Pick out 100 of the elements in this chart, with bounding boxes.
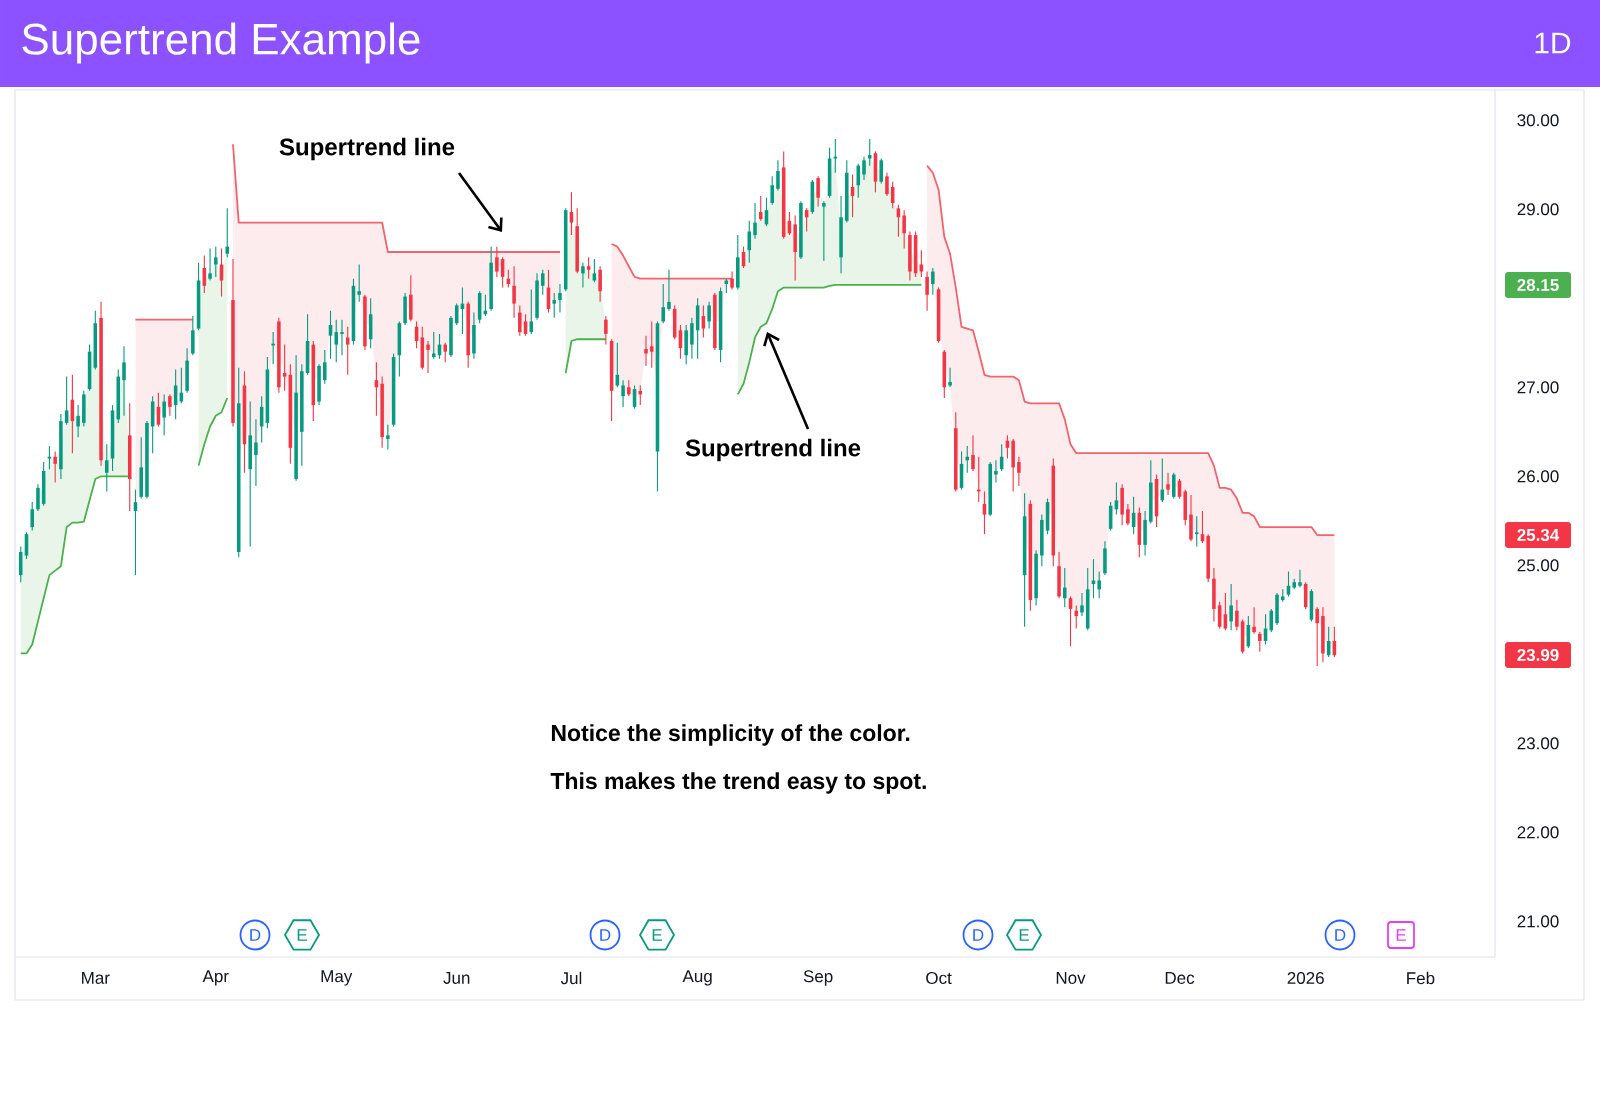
candlestick: [1194, 515, 1199, 548]
candlestick: [747, 220, 752, 264]
y-tick-label: 22.00: [1517, 826, 1559, 839]
candlestick: [1080, 592, 1084, 617]
annotation: E: [1396, 929, 1406, 941]
candlestick: [690, 317, 694, 360]
x-tick-label: Oct: [926, 971, 952, 984]
x-tick-label: May: [321, 970, 353, 986]
candlestick: [1166, 472, 1170, 496]
annotation: E: [297, 929, 307, 941]
candlestick: [833, 138, 838, 174]
annotation: E: [652, 929, 662, 941]
candlestick: [225, 207, 230, 258]
x-tick-label: Jun: [443, 972, 470, 984]
candlestick: [191, 315, 195, 356]
candlestick: [667, 269, 671, 312]
annotation: Notice the simplicity of the color.: [551, 724, 910, 746]
chart-title: Supertrend Example: [22, 22, 420, 64]
candlestick: [323, 349, 327, 385]
candlestick: [753, 202, 757, 240]
y-tick-label: 29.00: [1517, 203, 1559, 216]
candlestick: [431, 331, 436, 360]
candlestick: [36, 483, 40, 512]
candlestick: [1315, 606, 1319, 667]
candlestick: [558, 283, 562, 314]
candlestick: [965, 445, 970, 474]
candlestick: [776, 159, 780, 192]
candlestick: [1229, 583, 1233, 631]
candlestick: [649, 320, 654, 369]
candlestick: [122, 345, 126, 417]
candlestick: [604, 315, 608, 346]
candlestick: [334, 319, 339, 363]
y-tick-label: 25.00: [1517, 559, 1559, 572]
candlestick: [340, 319, 344, 356]
x-tick-label: Dec: [1165, 972, 1195, 984]
x-tick-label: Nov: [1056, 972, 1086, 984]
candlestick: [1074, 604, 1079, 630]
text: 23.99: [1517, 648, 1559, 662]
y-tick-label: 21.00: [1517, 915, 1559, 928]
x-tick-label: Sep: [803, 970, 833, 986]
candlestick: [495, 246, 499, 278]
candlestick: [512, 265, 516, 319]
candlestick: [208, 247, 212, 282]
chart-subtitle: 1D: [1535, 32, 1571, 54]
candlestick: [971, 434, 975, 472]
candlestick: [644, 335, 648, 367]
candlestick: [1017, 456, 1021, 487]
candlestick: [856, 163, 861, 199]
candlestick: [53, 450, 57, 484]
candlestick: [18, 546, 23, 583]
candlestick: [76, 404, 80, 438]
candlestick: [168, 393, 172, 417]
candlestick: [598, 265, 602, 303]
candlestick: [925, 271, 929, 312]
x-tick-label: Jul: [560, 971, 582, 985]
candlestick: [758, 195, 763, 222]
annotation: Supertrend line: [279, 137, 455, 161]
candlestick: [919, 249, 924, 278]
x-tick-label: 2026: [1287, 971, 1324, 984]
candlestick: [661, 283, 665, 324]
candlestick: [707, 301, 711, 330]
candlestick: [518, 304, 522, 337]
y-tick-label: 27.00: [1517, 381, 1559, 394]
x-tick-label: Mar: [82, 972, 110, 984]
candlestick: [902, 209, 906, 249]
candlestick: [214, 246, 218, 278]
text: 28.15: [1517, 278, 1559, 291]
candlestick: [822, 200, 826, 262]
annotation: D: [1335, 929, 1346, 941]
x-tick-label: Aug: [682, 970, 712, 986]
x-tick-label: Feb: [1407, 971, 1435, 985]
candlestick: [357, 263, 361, 303]
candlestick: [30, 501, 34, 532]
candlestick: [1298, 569, 1302, 589]
candlestick: [162, 393, 166, 436]
candlestick: [586, 256, 591, 280]
candlestick: [345, 326, 350, 376]
text: 25.34: [1517, 528, 1560, 542]
candlestick: [1235, 599, 1239, 631]
candlestick: [862, 156, 866, 181]
annotation: D: [973, 929, 984, 941]
candlestick: [1258, 631, 1262, 653]
candlestick: [1063, 567, 1067, 608]
annotation: This makes the trend easy to spot.: [550, 772, 926, 794]
candlestick: [770, 175, 774, 206]
candlestick: [816, 175, 820, 208]
annotation: D: [600, 929, 611, 941]
candlestick: [552, 292, 557, 319]
x-tick-label: Apr: [202, 970, 229, 986]
candlestick: [540, 269, 545, 296]
candlestick: [254, 418, 258, 487]
candlestick: [867, 138, 872, 167]
candlestick: [105, 443, 109, 492]
candlestick: [1091, 558, 1096, 599]
candlestick: [879, 157, 883, 184]
candlestick: [1097, 571, 1101, 599]
candlestick: [1126, 503, 1130, 526]
candlestick: [994, 459, 998, 484]
y-tick-label: 30.00: [1517, 114, 1559, 127]
annotation: E: [1019, 929, 1029, 941]
